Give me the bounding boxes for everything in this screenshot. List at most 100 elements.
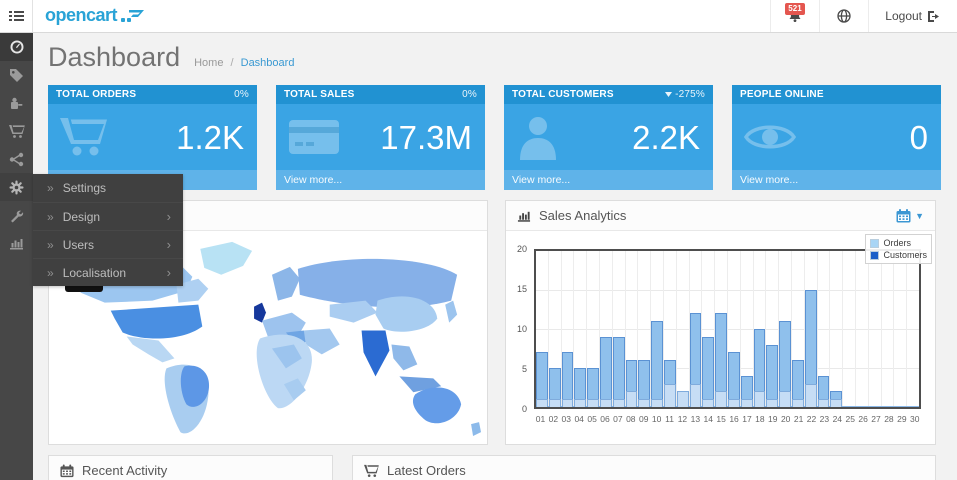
view-more-link[interactable]: View more... bbox=[276, 170, 485, 190]
chart-bar-slot bbox=[548, 251, 562, 407]
tile-value: 17.3M bbox=[380, 118, 472, 156]
tile-total-sales: TOTAL SALES 0% 17.3M View more... bbox=[276, 85, 485, 190]
customers-bar bbox=[676, 391, 689, 407]
sidebar-item-sales[interactable] bbox=[0, 117, 33, 145]
orders-bar bbox=[791, 360, 804, 407]
chart-plot bbox=[534, 249, 921, 409]
chart-bar-slot bbox=[856, 251, 869, 407]
sidebar-item-dashboard[interactable] bbox=[0, 33, 33, 61]
caret-down-icon: ▼ bbox=[915, 210, 924, 221]
x-tick-label: 08 bbox=[626, 414, 636, 424]
eye-icon bbox=[744, 120, 796, 154]
reports-chart-icon bbox=[9, 236, 24, 251]
page-heading: Dashboard Home / Dashboard bbox=[48, 42, 294, 73]
x-tick-label: 06 bbox=[600, 414, 610, 424]
x-tick-label: 15 bbox=[716, 414, 726, 424]
customers-bar bbox=[663, 383, 676, 407]
x-tick-label: 25 bbox=[845, 414, 855, 424]
double-chevron-icon: » bbox=[47, 209, 54, 224]
system-submenu: » Settings » Design › » Users › » Locali… bbox=[33, 174, 183, 286]
notification-count-badge: 521 bbox=[785, 3, 805, 15]
tile-title: PEOPLE ONLINE bbox=[740, 89, 824, 100]
notifications-button[interactable]: 521 bbox=[770, 0, 819, 32]
orders-bar bbox=[651, 321, 663, 407]
submenu-label: Localisation bbox=[62, 265, 127, 280]
orders-bar bbox=[599, 336, 612, 407]
x-tick-label: 22 bbox=[806, 414, 817, 424]
tile-title: TOTAL ORDERS bbox=[56, 89, 137, 100]
submenu-item-localisation[interactable]: » Localisation › bbox=[33, 258, 183, 286]
x-tick-label: 10 bbox=[651, 414, 662, 424]
opencart-logo[interactable]: opencart bbox=[45, 5, 145, 26]
submenu-item-design[interactable]: » Design › bbox=[33, 202, 183, 230]
chart-bar-slot bbox=[663, 251, 677, 407]
chart-bar-slot bbox=[625, 251, 639, 407]
x-tick-label: 19 bbox=[768, 414, 778, 424]
chart-bar-slot bbox=[843, 251, 856, 407]
orders-bar bbox=[536, 352, 548, 407]
menu-toggle-button[interactable] bbox=[0, 0, 33, 32]
logout-label: Logout bbox=[885, 9, 922, 23]
chart-bar-slot bbox=[727, 251, 741, 407]
chart-bar-slot bbox=[766, 251, 780, 407]
logo-text: opencart bbox=[45, 5, 118, 25]
logout-button[interactable]: Logout bbox=[868, 0, 957, 32]
x-tick-label: 11 bbox=[665, 414, 674, 424]
x-tick-label: 03 bbox=[561, 414, 571, 424]
tile-percent: 0% bbox=[234, 89, 249, 100]
tile-value: 1.2K bbox=[176, 118, 244, 156]
x-tick-label: 07 bbox=[613, 414, 623, 424]
x-tick-label: 18 bbox=[755, 414, 765, 424]
calendar-icon bbox=[896, 208, 911, 223]
orders-bar bbox=[574, 368, 587, 407]
tile-value: 2.2K bbox=[632, 118, 700, 156]
chart-legend: Orders Customers bbox=[865, 234, 932, 264]
cart-icon bbox=[60, 116, 108, 158]
chevron-right-icon: › bbox=[166, 265, 171, 280]
extensions-icon bbox=[9, 96, 24, 111]
submenu-item-users[interactable]: » Users › bbox=[33, 230, 183, 258]
sales-analytics-chart: 20 15 10 5 0 Orders Customers 01 02 03 04 05 06 07… bbox=[506, 231, 935, 444]
tile-total-customers: TOTAL CUSTOMERS -275% 2.2K View more... bbox=[504, 85, 713, 190]
cart-icon bbox=[364, 464, 379, 478]
tile-percent: -275% bbox=[675, 89, 705, 100]
sidebar-item-reports[interactable] bbox=[0, 229, 33, 257]
chart-bar-slot bbox=[676, 251, 690, 407]
customers-bar bbox=[830, 399, 843, 407]
view-more-link[interactable]: View more... bbox=[504, 170, 713, 190]
customers-bar bbox=[740, 399, 753, 407]
sidebar-item-catalog[interactable] bbox=[0, 61, 33, 89]
tools-wrench-icon bbox=[9, 208, 24, 223]
sidebar-item-tools[interactable] bbox=[0, 201, 33, 229]
double-chevron-icon: » bbox=[47, 237, 54, 252]
system-gear-icon bbox=[9, 180, 24, 195]
x-tick-label: 04 bbox=[574, 414, 584, 424]
breadcrumb-current-link[interactable]: Dashboard bbox=[240, 57, 295, 69]
customers-bar bbox=[587, 399, 599, 407]
sidebar-item-extensions[interactable] bbox=[0, 89, 33, 117]
chart-range-button[interactable]: ▼ bbox=[896, 208, 924, 223]
x-tick-label: 02 bbox=[548, 414, 559, 424]
breadcrumb-home[interactable]: Home bbox=[194, 57, 224, 69]
sidebar-item-marketing[interactable] bbox=[0, 145, 33, 173]
submenu-label: Settings bbox=[62, 181, 107, 195]
catalog-icon bbox=[9, 68, 24, 83]
chart-bar-slot bbox=[740, 251, 754, 407]
orders-legend-swatch bbox=[870, 238, 880, 248]
orders-bar bbox=[740, 375, 753, 407]
submenu-item-settings[interactable]: » Settings bbox=[33, 174, 183, 202]
stores-button[interactable] bbox=[819, 0, 868, 32]
chart-x-axis: 01 02 03 04 05 06 07 08 09 10 11 12 13 14 15 16 17 18 19 20… bbox=[534, 414, 921, 424]
view-more-link[interactable]: View more... bbox=[732, 170, 941, 190]
chart-bar-slot bbox=[817, 251, 831, 407]
chart-bar-slot bbox=[715, 251, 728, 407]
tile-people-online: PEOPLE ONLINE 0 View more... bbox=[732, 85, 941, 190]
chart-bar-slot bbox=[869, 251, 882, 407]
x-tick-label: 17 bbox=[742, 414, 752, 424]
x-tick-label: 09 bbox=[638, 414, 649, 424]
caret-down-icon bbox=[665, 92, 673, 97]
chart-bar-slot bbox=[536, 251, 549, 407]
sidebar-item-system[interactable] bbox=[0, 173, 33, 201]
latest-orders-header: Latest Orders bbox=[353, 456, 935, 480]
orders-bar bbox=[727, 352, 740, 407]
